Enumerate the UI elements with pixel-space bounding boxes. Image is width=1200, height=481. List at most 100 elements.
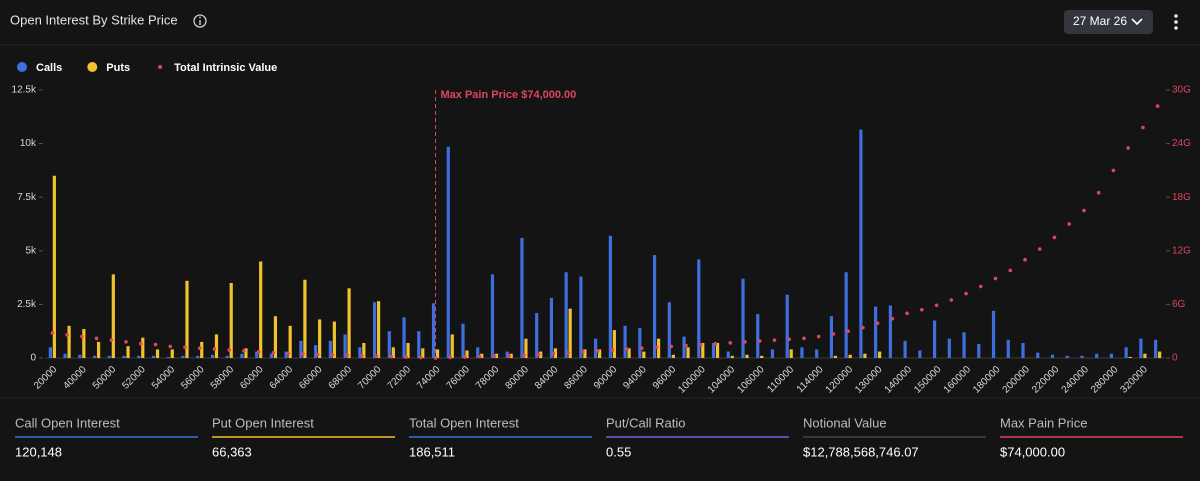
bar — [402, 317, 406, 358]
bar — [785, 294, 789, 358]
stat-label: Call Open Interest — [15, 415, 120, 430]
bar — [461, 323, 465, 358]
intrinsic-point — [581, 349, 585, 354]
bar — [67, 325, 71, 358]
y-tick-label: 10k — [20, 138, 37, 149]
bar — [63, 353, 67, 358]
bar — [608, 235, 612, 358]
bar — [244, 348, 248, 358]
intrinsic-point — [271, 350, 276, 355]
intrinsic-point — [227, 348, 232, 352]
intrinsic-point — [153, 342, 158, 347]
info-icon[interactable] — [193, 14, 207, 28]
bar — [421, 348, 425, 358]
bar — [170, 349, 174, 358]
legend-dot — [17, 62, 27, 72]
intrinsic-point — [94, 336, 99, 341]
intrinsic-point — [890, 316, 895, 321]
intrinsic-point — [728, 341, 733, 345]
bar — [318, 319, 322, 358]
bar — [726, 351, 730, 358]
bar — [1080, 355, 1084, 358]
bar — [520, 237, 524, 358]
legend-label: Puts — [106, 62, 130, 74]
bar — [848, 354, 852, 358]
bar — [697, 259, 701, 358]
bar — [259, 261, 263, 358]
intrinsic-point — [861, 325, 865, 330]
bar — [1021, 342, 1025, 358]
intrinsic-point — [551, 351, 556, 356]
bar — [715, 342, 720, 358]
bar — [465, 350, 469, 358]
bar — [343, 334, 347, 358]
intrinsic-point — [625, 347, 629, 351]
intrinsic-point — [256, 349, 261, 354]
bar — [151, 355, 156, 358]
bar — [347, 288, 351, 358]
intrinsic-point — [330, 353, 335, 357]
bar — [859, 129, 863, 358]
bar — [82, 329, 86, 358]
bar — [141, 337, 145, 358]
bar — [1065, 355, 1069, 358]
bar — [96, 341, 101, 358]
max-pain-label: Max Pain Price $74,000.00 — [441, 89, 577, 101]
bar — [863, 353, 867, 358]
y2-tick-label: 30G — [1172, 85, 1191, 96]
bar — [815, 349, 819, 358]
intrinsic-point — [463, 355, 467, 359]
bar — [446, 146, 450, 358]
stat-label: Put Open Interest — [212, 415, 314, 430]
intrinsic-point — [743, 340, 747, 344]
intrinsic-point — [787, 337, 792, 342]
bar — [947, 338, 951, 358]
bar — [623, 325, 627, 358]
menu-button[interactable] — [1174, 14, 1178, 30]
intrinsic-point — [124, 340, 128, 344]
bar — [107, 355, 111, 358]
bar — [255, 351, 259, 358]
bar — [553, 348, 558, 358]
y2-tick-label: 6G — [1172, 299, 1186, 310]
bar — [48, 347, 52, 358]
intrinsic-point — [949, 298, 954, 302]
bar — [612, 330, 616, 358]
intrinsic-point — [404, 355, 408, 359]
bar — [833, 355, 838, 358]
bar — [155, 349, 160, 358]
intrinsic-point — [345, 353, 349, 358]
bar — [1036, 352, 1040, 358]
stat-value: 186,511 — [409, 444, 455, 459]
intrinsic-point — [978, 284, 983, 289]
bar — [686, 347, 690, 358]
y-tick-label: 2.5k — [17, 299, 37, 310]
bar — [524, 338, 528, 358]
intrinsic-point — [934, 303, 939, 308]
legend-dot — [87, 62, 98, 72]
y2-tick-label: 24G — [1172, 138, 1191, 149]
intrinsic-point — [1126, 146, 1130, 150]
bar — [878, 351, 882, 358]
bar — [1158, 351, 1162, 358]
intrinsic-point — [507, 353, 512, 358]
bar — [844, 272, 848, 358]
y-tick-label: 0 — [30, 353, 36, 364]
bar — [1139, 338, 1143, 358]
bar — [1128, 356, 1132, 358]
bar — [166, 356, 170, 358]
date-dropdown[interactable]: 27 Mar 26 — [1064, 10, 1153, 34]
intrinsic-point — [109, 338, 114, 342]
intrinsic-point — [212, 347, 217, 351]
intrinsic-point — [772, 338, 777, 342]
bar — [1154, 339, 1158, 358]
intrinsic-point — [1008, 268, 1013, 273]
intrinsic-point — [448, 355, 453, 360]
stat-label: Total Open Interest — [409, 415, 519, 430]
intrinsic-point — [492, 354, 497, 359]
bar — [362, 342, 366, 358]
legend-item: Calls — [17, 62, 62, 74]
bar — [962, 332, 966, 358]
bar — [214, 334, 219, 358]
